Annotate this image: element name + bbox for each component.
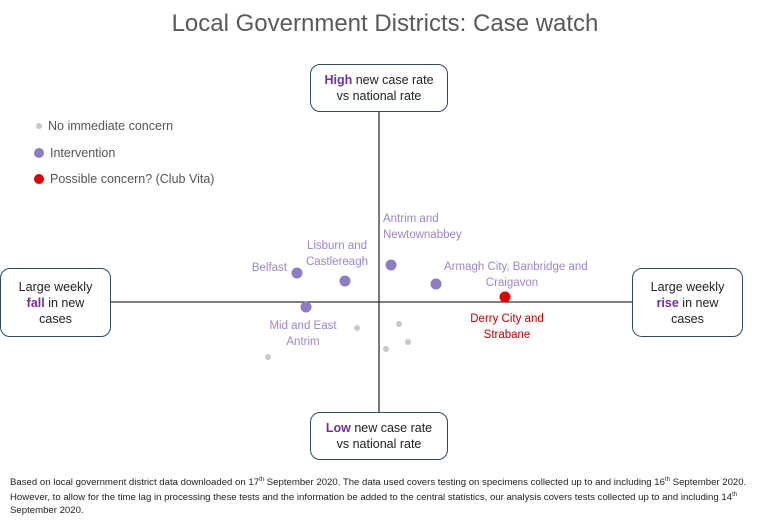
- axis-label-top: High new case rate vs national rate: [310, 64, 448, 112]
- data-label: Lisburn and: [307, 240, 367, 252]
- legend-item: Intervention: [34, 140, 214, 167]
- axis-label-right-line3: cases: [671, 311, 704, 326]
- data-point: [396, 321, 402, 327]
- data-label: Newtownabbey: [383, 229, 462, 241]
- data-point: [430, 278, 442, 290]
- legend-label: Intervention: [50, 145, 116, 160]
- footnote-text: Based on local government district data …: [10, 477, 260, 489]
- axis-label-right-text: in new: [678, 295, 719, 310]
- axis-label-top-text2: vs national rate: [336, 89, 422, 103]
- legend: No immediate concern Intervention Possible…: [34, 113, 214, 193]
- axis-label-left-line1: Large weekly: [18, 279, 93, 294]
- data-label: Antrim: [286, 336, 319, 348]
- chart-title: Local Government Districts: Case watch: [171, 10, 599, 37]
- data-label: Antrim and: [383, 213, 439, 225]
- footnote-sup: th: [664, 477, 670, 483]
- footnote-sup: th: [732, 492, 738, 499]
- axis-label-bottom-text: new case rate: [350, 421, 433, 435]
- data-point: [383, 346, 389, 352]
- data-point: [499, 291, 511, 303]
- data-label: Belfast: [252, 262, 288, 274]
- axis-label-left: Large weekly fall in new cases: [0, 268, 111, 337]
- footnote-text: September 2020.: [10, 505, 84, 517]
- legend-marker: [34, 147, 44, 158]
- legend-marker: [36, 123, 42, 130]
- axis-label-right: Large weekly rise in new cases: [632, 268, 743, 337]
- data-label: Derry City and: [470, 313, 544, 325]
- legend-label: No immediate concern: [48, 119, 174, 134]
- data-label: Craigavon: [486, 277, 538, 289]
- legend-label: Possible concern? (Club Vita): [50, 172, 215, 187]
- axis-label-left-text: in new: [44, 295, 85, 310]
- axis-label-left-em: fall: [26, 295, 45, 310]
- footnote-sup: th: [259, 477, 265, 483]
- axis-label-bottom-em: Low: [325, 421, 351, 435]
- data-point: [405, 339, 411, 345]
- data-point: [354, 325, 360, 331]
- legend-item: Possible concern? (Club Vita): [34, 166, 214, 193]
- data-label: Armagh City, Banbridge and: [444, 261, 588, 273]
- axis-label-bottom-text2: vs national rate: [336, 437, 422, 451]
- axis-label-right-em: rise: [656, 295, 679, 310]
- footnote-text: September 2020. However, to allow for th…: [10, 477, 747, 504]
- footnote-text: September 2020. The data used covers tes…: [264, 477, 665, 489]
- data-point: [265, 354, 271, 360]
- data-point: [300, 301, 312, 313]
- axis-label-top-em: High: [324, 73, 353, 87]
- axis-label-top-text: new case rate: [352, 73, 434, 87]
- axis-label-left-line3: cases: [39, 311, 72, 326]
- data-point: [339, 275, 351, 287]
- data-point: [291, 267, 303, 279]
- data-point: [385, 259, 397, 271]
- legend-marker: [34, 174, 44, 185]
- footnote: Based on local government district data …: [10, 474, 765, 517]
- axis-label-bottom: Low new case rate vs national rate: [310, 412, 448, 460]
- data-label: Mid and East: [269, 320, 337, 332]
- axis-label-right-line1: Large weekly: [650, 279, 725, 294]
- data-label: Strabane: [484, 329, 531, 341]
- data-label: Castlereagh: [306, 256, 368, 268]
- legend-item: No immediate concern: [34, 113, 214, 140]
